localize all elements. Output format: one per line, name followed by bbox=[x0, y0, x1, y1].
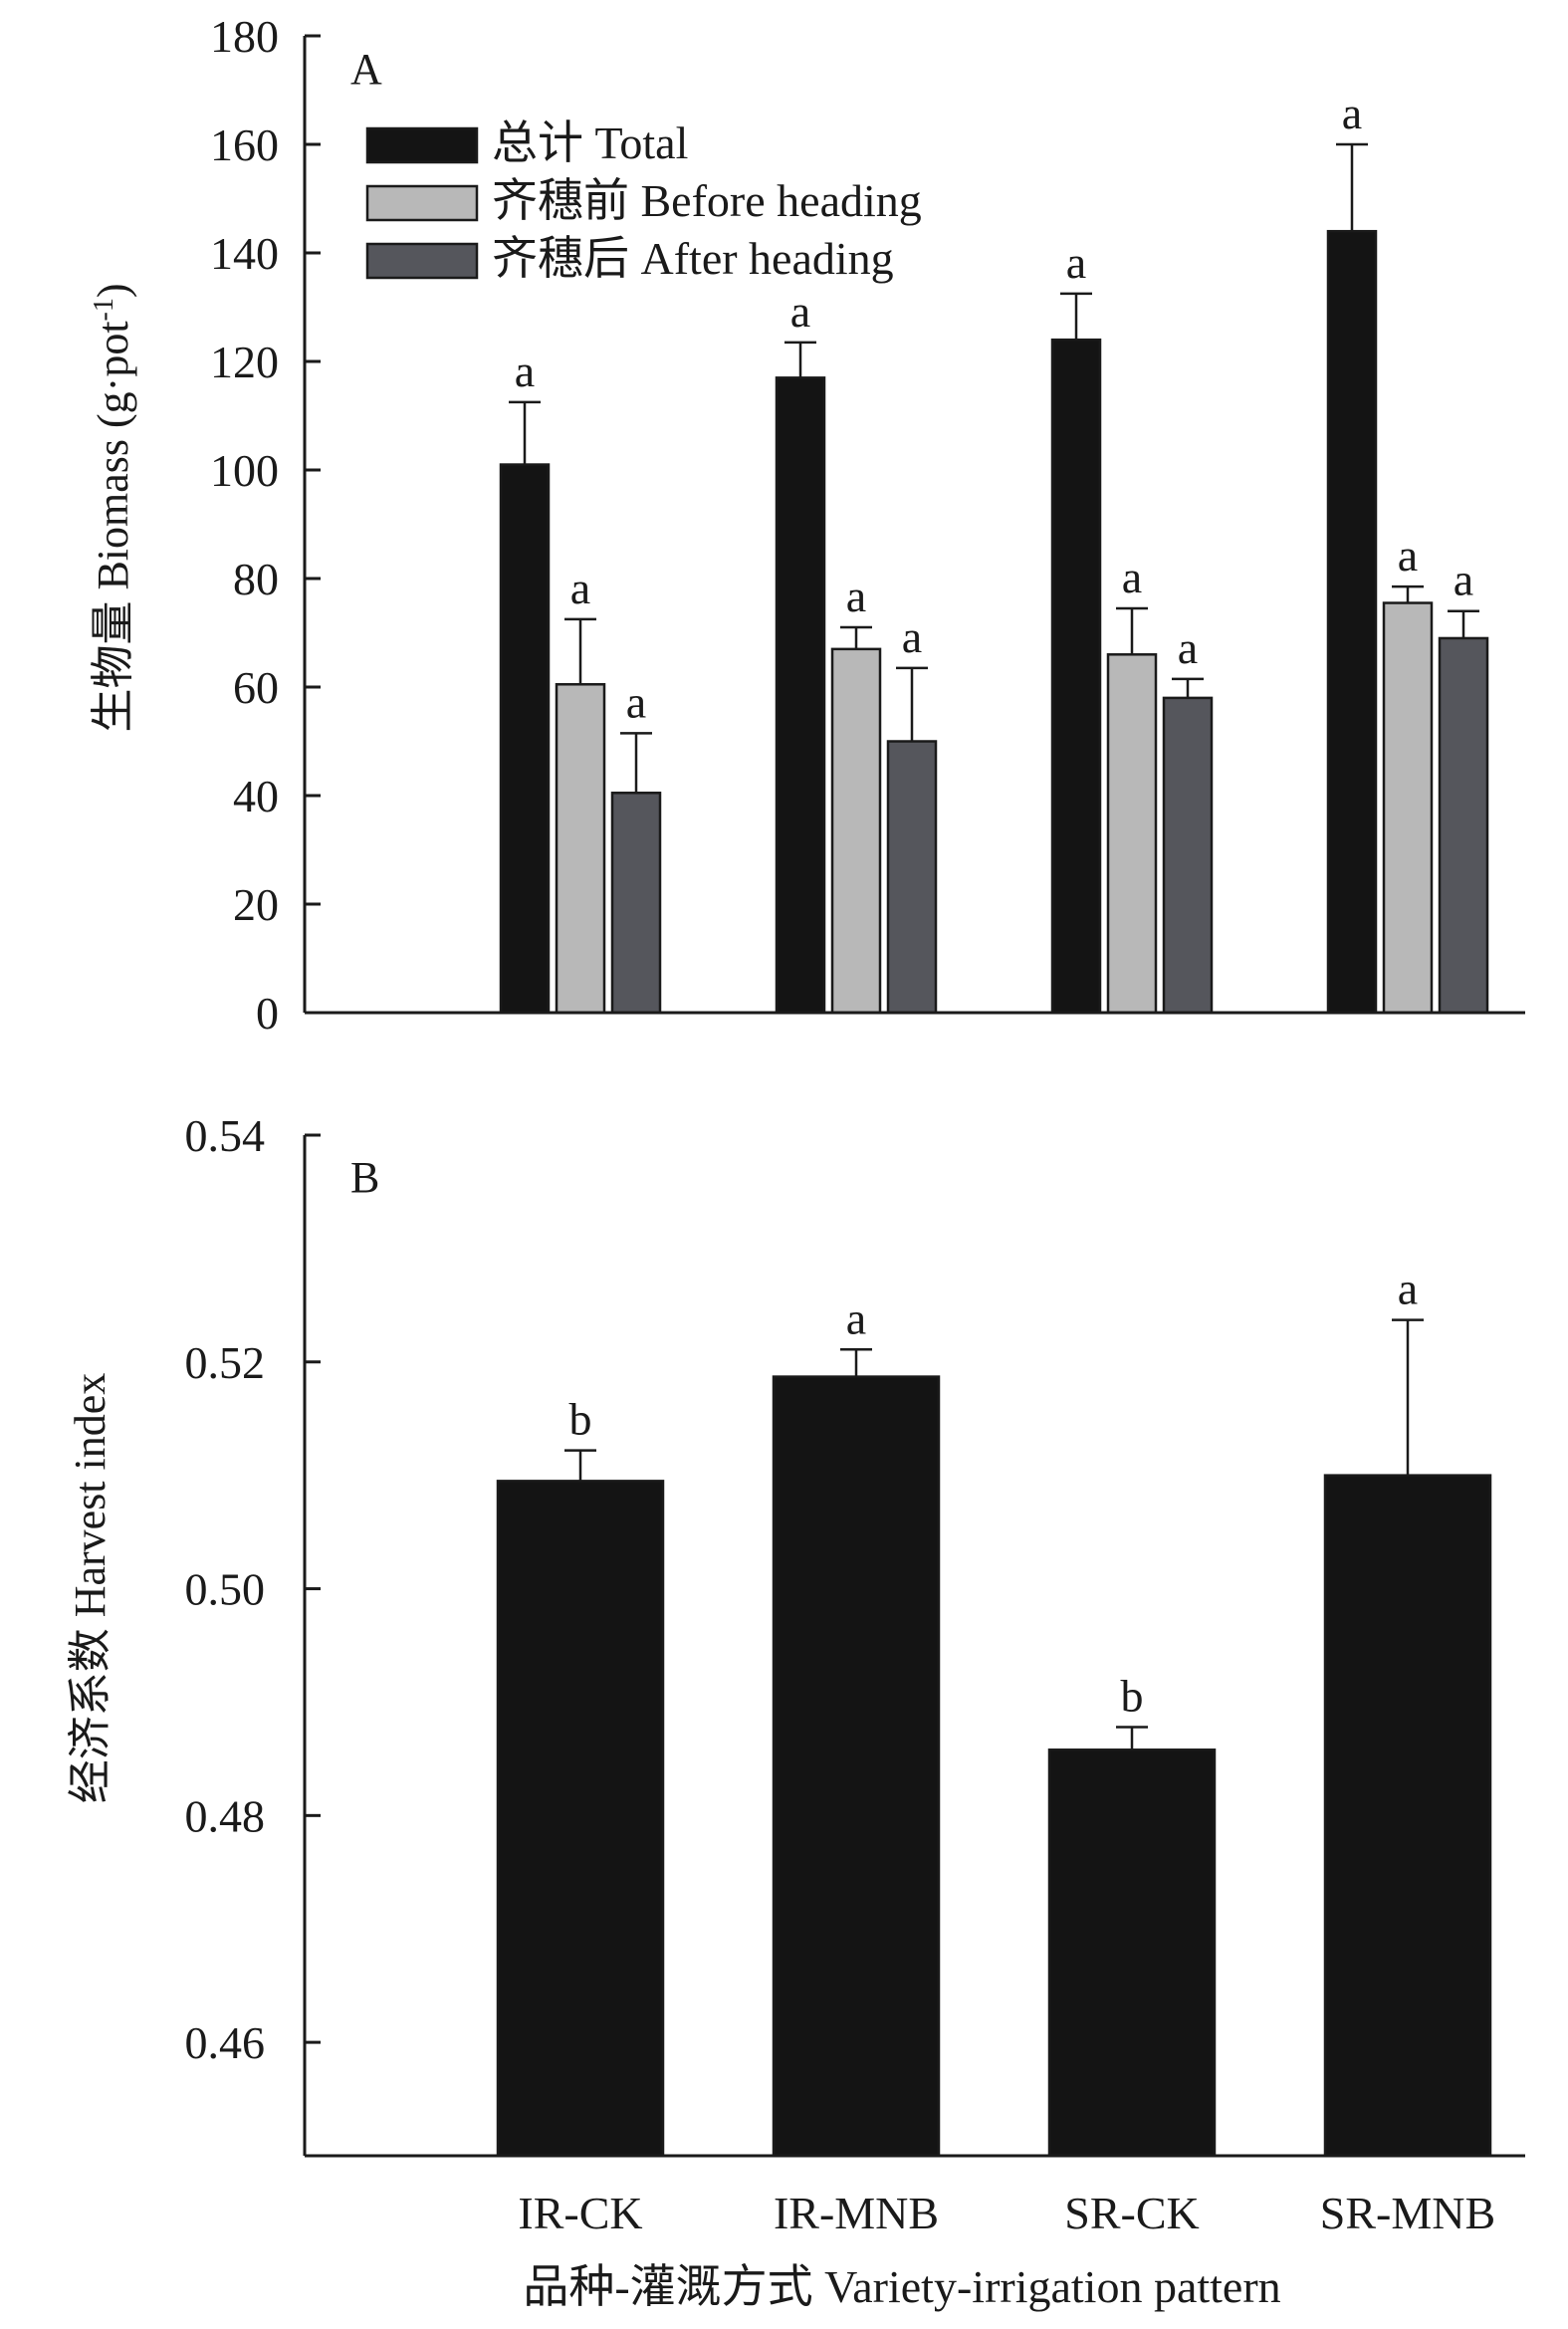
panel-a-bars bbox=[499, 229, 1489, 1015]
x-tick-label: SR-CK bbox=[1064, 2188, 1199, 2238]
x-tick-label: SR-MNB bbox=[1320, 2188, 1495, 2238]
significance-letter: a bbox=[1342, 88, 1362, 138]
bar-harvest-index bbox=[1323, 1474, 1492, 2158]
panel-a-y-ticks: 0 20 40 60 80 100 120 140 160 180 bbox=[210, 11, 321, 1039]
y-tick-label: 160 bbox=[210, 119, 279, 170]
y-tick-label: 0.46 bbox=[185, 2017, 266, 2068]
legend-swatch-after-heading bbox=[365, 242, 479, 280]
y-tick-label: 0.48 bbox=[185, 1790, 266, 1841]
panel-b-significance-letters: b a b a bbox=[569, 1264, 1419, 1722]
significance-letter: b bbox=[1121, 1671, 1144, 1722]
bar-total bbox=[1050, 338, 1102, 1015]
panel-a-y-axis-label-sup: -1 bbox=[89, 298, 119, 321]
bar-before-heading bbox=[555, 683, 606, 1015]
bar-before-heading bbox=[1382, 601, 1434, 1015]
panel-b-y-axis-label: 经济系数 Harvest index bbox=[66, 1373, 114, 1804]
bar-harvest-index bbox=[496, 1480, 665, 2158]
y-tick-label: 80 bbox=[233, 554, 279, 604]
significance-letter: a bbox=[1398, 530, 1418, 581]
significance-letter: b bbox=[569, 1394, 592, 1445]
significance-letter: a bbox=[1066, 237, 1086, 288]
y-tick-label: 20 bbox=[233, 879, 279, 930]
x-tick-label: IR-CK bbox=[518, 2188, 642, 2238]
legend-label-after-heading: 齐穗后 After heading bbox=[492, 233, 894, 284]
panel-b-x-tick-labels: IR-CK IR-MNB SR-CK SR-MNB bbox=[518, 2188, 1495, 2238]
bar-harvest-index bbox=[1047, 1748, 1217, 2158]
significance-letter: a bbox=[1122, 552, 1142, 602]
y-tick-label: 0.52 bbox=[185, 1337, 266, 1388]
panel-b-bars bbox=[496, 1375, 1492, 2158]
significance-letter: a bbox=[570, 563, 590, 613]
significance-letter: a bbox=[626, 676, 646, 727]
y-tick-label: 100 bbox=[210, 445, 279, 496]
bar-after-heading bbox=[610, 792, 662, 1015]
panel-b-y-ticks: 0.46 0.48 0.50 0.52 0.54 bbox=[185, 1110, 321, 2068]
panel-b-label: B bbox=[350, 1153, 379, 1202]
panel-a-legend: 总计 Total 齐穗前 Before heading 齐穗后 After he… bbox=[365, 117, 922, 284]
panel-a-error-bars bbox=[509, 142, 1479, 794]
y-tick-label: 0.54 bbox=[185, 1110, 266, 1161]
legend-label-before-heading: 齐穗前 Before heading bbox=[492, 175, 922, 226]
significance-letter: a bbox=[515, 346, 535, 396]
y-tick-label: 120 bbox=[210, 337, 279, 387]
panel-b-harvest-index-chart: b a b a 0.46 0.48 0.50 0.52 0.54 IR-CK IR-MNB SR-… bbox=[66, 1110, 1525, 2312]
bar-after-heading bbox=[1162, 696, 1214, 1015]
legend-swatch-total bbox=[365, 126, 479, 164]
bar-before-heading bbox=[1106, 653, 1158, 1015]
significance-letter: a bbox=[846, 1292, 866, 1343]
y-tick-label: 140 bbox=[210, 228, 279, 279]
bar-total bbox=[1326, 229, 1378, 1015]
y-tick-label: 60 bbox=[233, 662, 279, 713]
significance-letter: a bbox=[1398, 1264, 1418, 1314]
panel-a-label: A bbox=[350, 45, 382, 94]
legend-label-total: 总计 Total bbox=[492, 117, 688, 168]
significance-letter: a bbox=[902, 611, 922, 662]
y-tick-label: 40 bbox=[233, 771, 279, 821]
bar-total bbox=[775, 376, 826, 1015]
significance-letter: a bbox=[846, 571, 866, 621]
bar-before-heading bbox=[830, 647, 882, 1015]
panel-b-x-axis-label: 品种-灌溉方式 Variety-irrigation pattern bbox=[523, 2261, 1280, 2312]
legend-swatch-before-heading bbox=[365, 184, 479, 222]
y-tick-label: 0 bbox=[256, 988, 279, 1039]
significance-letter: a bbox=[790, 286, 810, 337]
y-tick-label: 180 bbox=[210, 11, 279, 62]
bar-harvest-index bbox=[772, 1375, 941, 2158]
y-tick-label: 0.50 bbox=[185, 1564, 266, 1615]
panel-b-error-bars bbox=[564, 1318, 1424, 1750]
x-tick-label: IR-MNB bbox=[774, 2188, 939, 2238]
panel-b-axes bbox=[303, 1135, 1525, 2158]
bar-after-heading bbox=[1438, 636, 1489, 1015]
bar-total bbox=[499, 463, 551, 1015]
significance-letter: a bbox=[1178, 622, 1198, 673]
panel-a-y-axis-label: 生物量 Biomass (g·pot-1) bbox=[89, 283, 138, 732]
panel-a-axes bbox=[303, 36, 1525, 1015]
bar-after-heading bbox=[886, 740, 938, 1015]
significance-letter: a bbox=[1454, 555, 1473, 605]
